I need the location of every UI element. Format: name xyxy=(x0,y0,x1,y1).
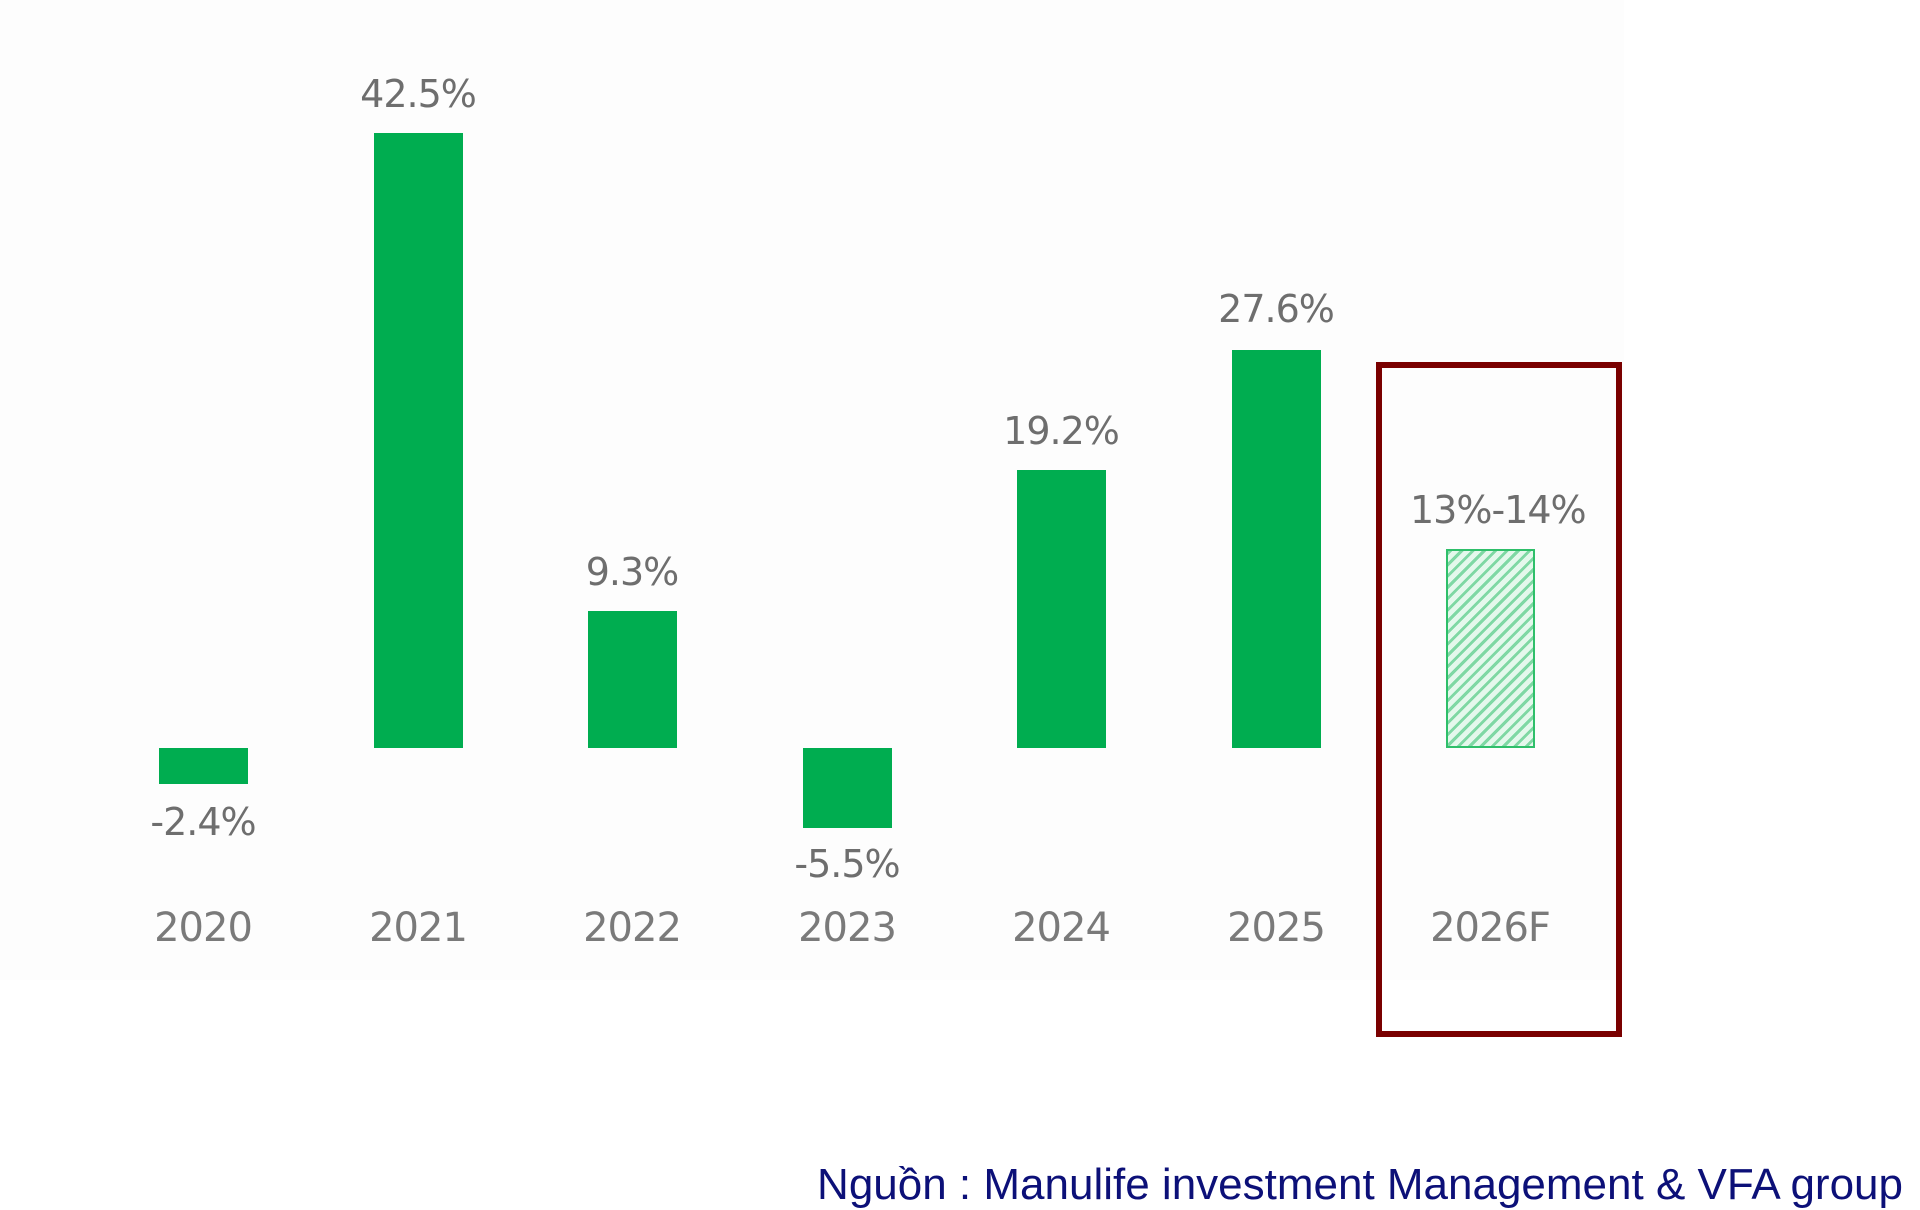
value-label-2026f: 13%-14% xyxy=(1410,488,1587,532)
value-label-2020: -2.4% xyxy=(150,800,256,844)
x-tick-2026f: 2026F xyxy=(1430,905,1551,951)
value-label-2022: 9.3% xyxy=(585,550,680,594)
x-tick-2023: 2023 xyxy=(798,905,897,951)
forecast-highlight-box xyxy=(1376,362,1622,1037)
bar-2026f-forecast xyxy=(1446,549,1535,748)
value-label-2025: 27.6% xyxy=(1218,287,1335,331)
x-tick-2025: 2025 xyxy=(1227,905,1326,951)
source-caption: Nguồn : Manulife investment Management &… xyxy=(817,1160,1903,1209)
bar-2021 xyxy=(374,133,463,748)
bar-2020 xyxy=(159,748,248,784)
bar-2022 xyxy=(588,611,677,748)
x-tick-2020: 2020 xyxy=(154,905,253,951)
chart-panel: -2.4% 42.5% 9.3% -5.5% 19.2% 27.6% 13%-1… xyxy=(150,72,1587,951)
value-label-2023: -5.5% xyxy=(794,842,900,886)
value-label-2024: 19.2% xyxy=(1003,409,1120,453)
bar-2024 xyxy=(1017,470,1106,748)
bar-2023 xyxy=(803,748,892,828)
x-tick-2021: 2021 xyxy=(369,905,468,951)
x-tick-2022: 2022 xyxy=(583,905,682,951)
bar-2025 xyxy=(1232,350,1321,748)
x-tick-2024: 2024 xyxy=(1012,905,1111,951)
value-label-2021: 42.5% xyxy=(360,72,477,116)
